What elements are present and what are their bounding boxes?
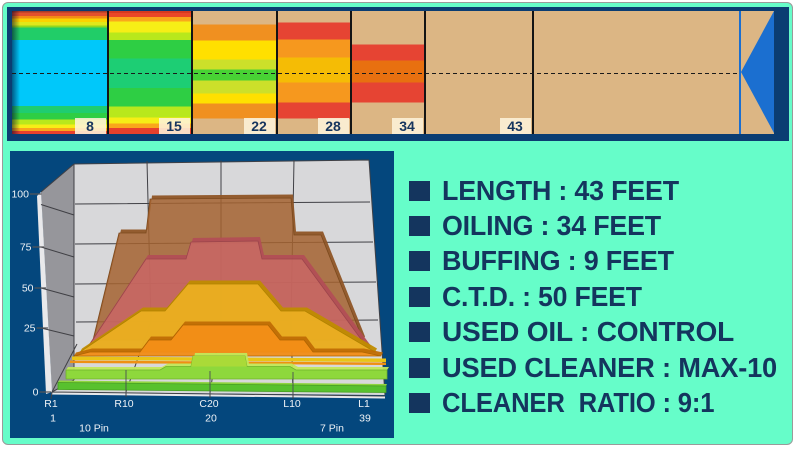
svg-text:25: 25 <box>24 323 36 335</box>
svg-text:L1: L1 <box>358 398 370 410</box>
svg-text:10 Pin: 10 Pin <box>79 423 109 435</box>
svg-text:100: 100 <box>11 189 29 201</box>
svg-text:0: 0 <box>33 387 39 399</box>
svg-text:C20: C20 <box>199 398 218 410</box>
svg-text:7 Pin: 7 Pin <box>320 423 344 435</box>
svg-text:R1: R1 <box>44 398 58 410</box>
svg-text:20: 20 <box>205 413 217 425</box>
svg-text:50: 50 <box>22 283 34 295</box>
svg-text:75: 75 <box>20 242 32 254</box>
svg-text:L10: L10 <box>283 398 301 410</box>
svg-text:R10: R10 <box>114 398 133 410</box>
svg-text:39: 39 <box>359 413 371 425</box>
svg-text:1: 1 <box>50 413 56 425</box>
